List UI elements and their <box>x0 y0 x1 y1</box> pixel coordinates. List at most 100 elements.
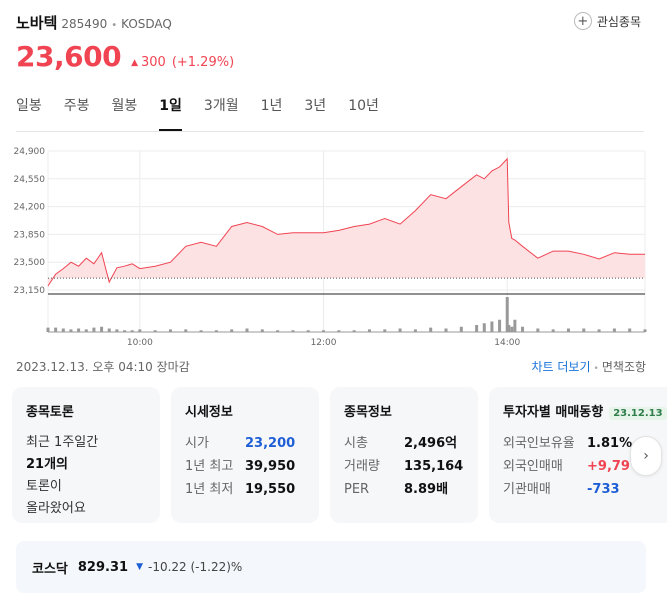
index-bar[interactable]: 코스닥 829.31 ▼ -10.22 (-1.22)% <box>16 541 646 593</box>
card-title: 종목토론 <box>26 405 74 420</box>
year-low-row: 1년 최저 19,550 <box>185 478 305 501</box>
volume-bar <box>612 328 616 332</box>
inst-trade: -733 <box>587 482 620 497</box>
open-price-row: 시가 23,200 <box>185 432 305 455</box>
per-row: PER 8.89배 <box>344 478 464 501</box>
tab-monthly[interactable]: 월봉 <box>111 98 138 114</box>
volume-bar <box>367 329 371 332</box>
volume-bar <box>566 328 570 332</box>
volume-bar <box>352 330 356 332</box>
volume-bar <box>168 329 172 332</box>
intraday-chart[interactable]: 24,900 24,550 24,200 23,850 23,500 23,150 10:0… <box>0 140 667 350</box>
volume-bar <box>505 297 509 332</box>
discussion-line: 토론이 <box>26 479 62 494</box>
volume-bar <box>199 330 203 332</box>
volume-bar <box>54 327 58 332</box>
y-tick-label: 24,200 <box>14 203 46 213</box>
up-triangle-icon: ▲ <box>131 58 138 68</box>
market-name: KOSDAQ <box>121 17 172 31</box>
tab-weekly[interactable]: 주봉 <box>63 98 90 114</box>
volume-bar <box>138 329 142 332</box>
volume-bar <box>498 319 502 332</box>
tab-3month[interactable]: 3개월 <box>203 98 239 114</box>
volume-bar <box>444 328 448 332</box>
volume-bar <box>551 329 555 332</box>
stock-info-card[interactable]: 종목정보 시총 2,496억 거래량 135,164 PER 8.89배 <box>330 387 478 523</box>
foreign-ratio-row: 외국인보유율 1.81% <box>503 432 667 455</box>
discussion-line: 올라왔어요 <box>26 501 86 516</box>
x-tick-label: 12:00 <box>311 338 337 348</box>
y-tick-label: 24,550 <box>14 175 46 185</box>
volume-bar <box>306 330 310 332</box>
year-high-row: 1년 최고 39,950 <box>185 455 305 478</box>
quote-card[interactable]: 시세정보 시가 23,200 1년 최고 39,950 1년 최저 19,550 <box>171 387 319 523</box>
volume-bar <box>291 330 295 332</box>
separator-dot: • <box>111 20 118 31</box>
volume-bar <box>115 329 119 332</box>
x-tick-label: 10:00 <box>127 338 153 348</box>
volume-bar <box>153 330 157 332</box>
index-name: 코스닥 <box>32 561 68 577</box>
volume-bar <box>521 326 525 332</box>
volume-bar <box>475 325 479 332</box>
discussion-card[interactable]: 종목토론 최근 1주일간 21개의 토론이 올라왔어요 <box>12 387 160 523</box>
price-area <box>48 158 645 286</box>
market-cap-row: 시총 2,496억 <box>344 432 464 455</box>
change-amount: 300 <box>140 55 166 70</box>
stock-code: 285490 <box>61 17 108 31</box>
down-triangle-icon: ▼ <box>136 562 143 572</box>
chevron-right-icon: › <box>643 448 649 464</box>
volume-bar <box>383 329 387 332</box>
per-value: 8.89배 <box>404 482 449 497</box>
volume-bar <box>513 319 517 332</box>
disclaimer-link[interactable]: 면책조항 <box>601 360 646 374</box>
volume-bar <box>100 326 104 332</box>
volume-bar <box>337 330 341 332</box>
period-tabs: 일봉 주봉 월봉 1일 3개월 1년 3년 10년 <box>16 94 644 132</box>
market-datetime: 2023.12.13. 오후 04:10 장마감 <box>16 360 190 374</box>
tab-3year[interactable]: 3년 <box>304 98 327 114</box>
y-tick-label: 23,500 <box>14 258 46 268</box>
volume-bar <box>214 330 218 332</box>
volume-bar <box>123 330 127 332</box>
volume-bar <box>107 328 111 332</box>
card-title: 투자자별 매매동향 23.12.13 <box>503 401 667 420</box>
discussion-line: 최근 1주일간 <box>26 435 99 450</box>
tab-daily[interactable]: 일봉 <box>16 98 42 114</box>
chart-svg: 24,900 24,550 24,200 23,850 23,500 23,150 10:0… <box>14 147 647 348</box>
inst-trade-row: 기관매매 -733 <box>503 478 667 501</box>
index-value: 829.31 <box>77 559 129 575</box>
volume-bar <box>322 330 326 332</box>
volume-bar <box>459 326 463 332</box>
price-change: ▲ 300 (+1.29%) <box>131 55 234 70</box>
foreign-trade-row: 외국인매매 +9,79 <box>503 455 667 478</box>
volume-bar <box>276 330 280 332</box>
volume-bar <box>490 321 494 332</box>
discussion-line: 21개의 <box>26 457 69 472</box>
y-tick-label: 24,900 <box>14 147 46 157</box>
summary-cards: 종목토론 최근 1주일간 21개의 토론이 올라왔어요 시세정보 시가 23,20… <box>12 387 667 523</box>
add-favorite-button[interactable]: + 관심종목 <box>573 12 641 30</box>
stock-name: 노바텍 <box>16 14 58 32</box>
chart-more-link[interactable]: 차트 더보기 <box>531 360 591 374</box>
market-cap: 2,496억 <box>404 436 458 451</box>
stock-header: 노바텍 285490 • KOSDAQ + 관심종목 <box>16 12 651 36</box>
volume: 135,164 <box>404 459 464 474</box>
volume-bar <box>643 329 647 332</box>
volume-bar <box>184 329 188 332</box>
plus-circle-icon: + <box>573 12 592 30</box>
volume-bar <box>597 329 601 332</box>
index-change: -10.22 (-1.22)% <box>147 560 243 574</box>
tab-1year[interactable]: 1년 <box>260 98 283 114</box>
price-row: 23,600 ▲ 300 (+1.29%) <box>16 40 234 73</box>
separator-dot: • <box>593 364 599 374</box>
volume-bar <box>510 326 514 332</box>
tab-10year[interactable]: 10년 <box>348 98 379 114</box>
volume-bar <box>61 328 65 332</box>
change-percent: (+1.29%) <box>171 55 235 70</box>
current-price: 23,600 <box>16 40 122 73</box>
volume-bar <box>429 327 433 332</box>
tab-1day[interactable]: 1일 <box>159 94 182 131</box>
next-card-button[interactable]: › <box>630 436 662 476</box>
chart-links: 차트 더보기 • 면책조항 <box>532 358 647 375</box>
